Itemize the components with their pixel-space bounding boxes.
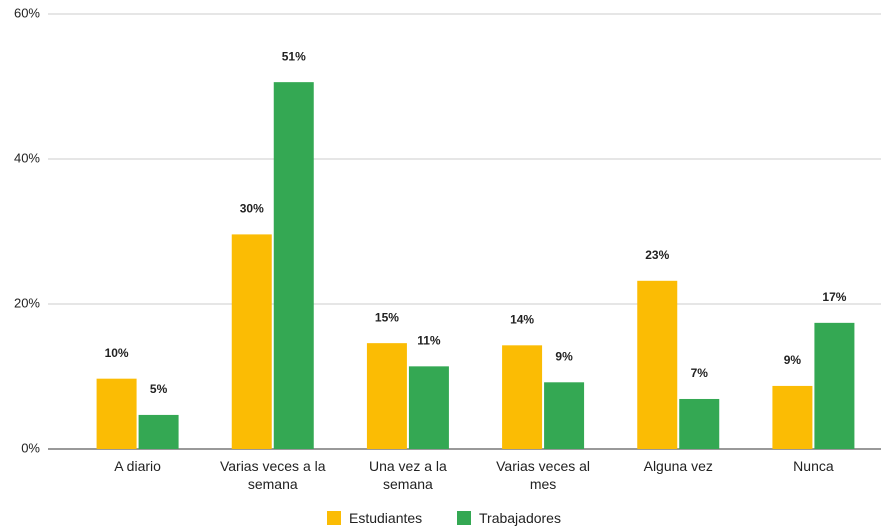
x-tick-label: Varias veces al mes	[496, 458, 591, 492]
bar	[366, 343, 407, 449]
x-tick-label: Una vez a la semana	[368, 458, 447, 492]
bar	[408, 366, 449, 449]
legend-item: Trabajadores	[457, 510, 561, 526]
bar	[679, 398, 720, 449]
value-label: 23%	[645, 248, 669, 262]
value-label: 11%	[417, 334, 441, 348]
legend-swatch	[327, 511, 341, 525]
y-tick-label: 20%	[14, 295, 40, 310]
value-label: 9%	[784, 353, 802, 367]
bar	[96, 378, 137, 449]
x-tick-label: Nunca	[793, 458, 834, 474]
legend-item: Estudiantes	[327, 510, 422, 526]
x-tick-label: A diario	[114, 458, 161, 474]
bar	[502, 345, 543, 449]
bar	[637, 280, 678, 449]
bar	[772, 385, 813, 449]
bar	[814, 322, 855, 449]
bar	[544, 382, 585, 449]
legend-label: Trabajadores	[479, 510, 561, 526]
value-label: 14%	[510, 312, 534, 326]
value-label: 5%	[150, 382, 168, 396]
legend-swatch	[457, 511, 471, 525]
y-tick-label: 60%	[14, 5, 40, 20]
value-label: 15%	[375, 310, 399, 324]
value-label: 7%	[691, 366, 709, 380]
value-label: 10%	[105, 346, 129, 360]
value-label: 9%	[555, 349, 573, 363]
bar	[138, 414, 179, 449]
value-label: 17%	[822, 290, 846, 304]
value-label: 30%	[240, 202, 264, 216]
value-label: 51%	[282, 49, 306, 63]
bar	[231, 234, 272, 449]
x-tick-label: Alguna vez	[643, 458, 713, 474]
y-tick-label: 40%	[14, 150, 40, 165]
y-tick-label: 0%	[21, 440, 40, 455]
bar	[273, 82, 314, 450]
legend-label: Estudiantes	[349, 510, 423, 526]
x-tick-label: Varias veces a la semana	[219, 458, 326, 492]
